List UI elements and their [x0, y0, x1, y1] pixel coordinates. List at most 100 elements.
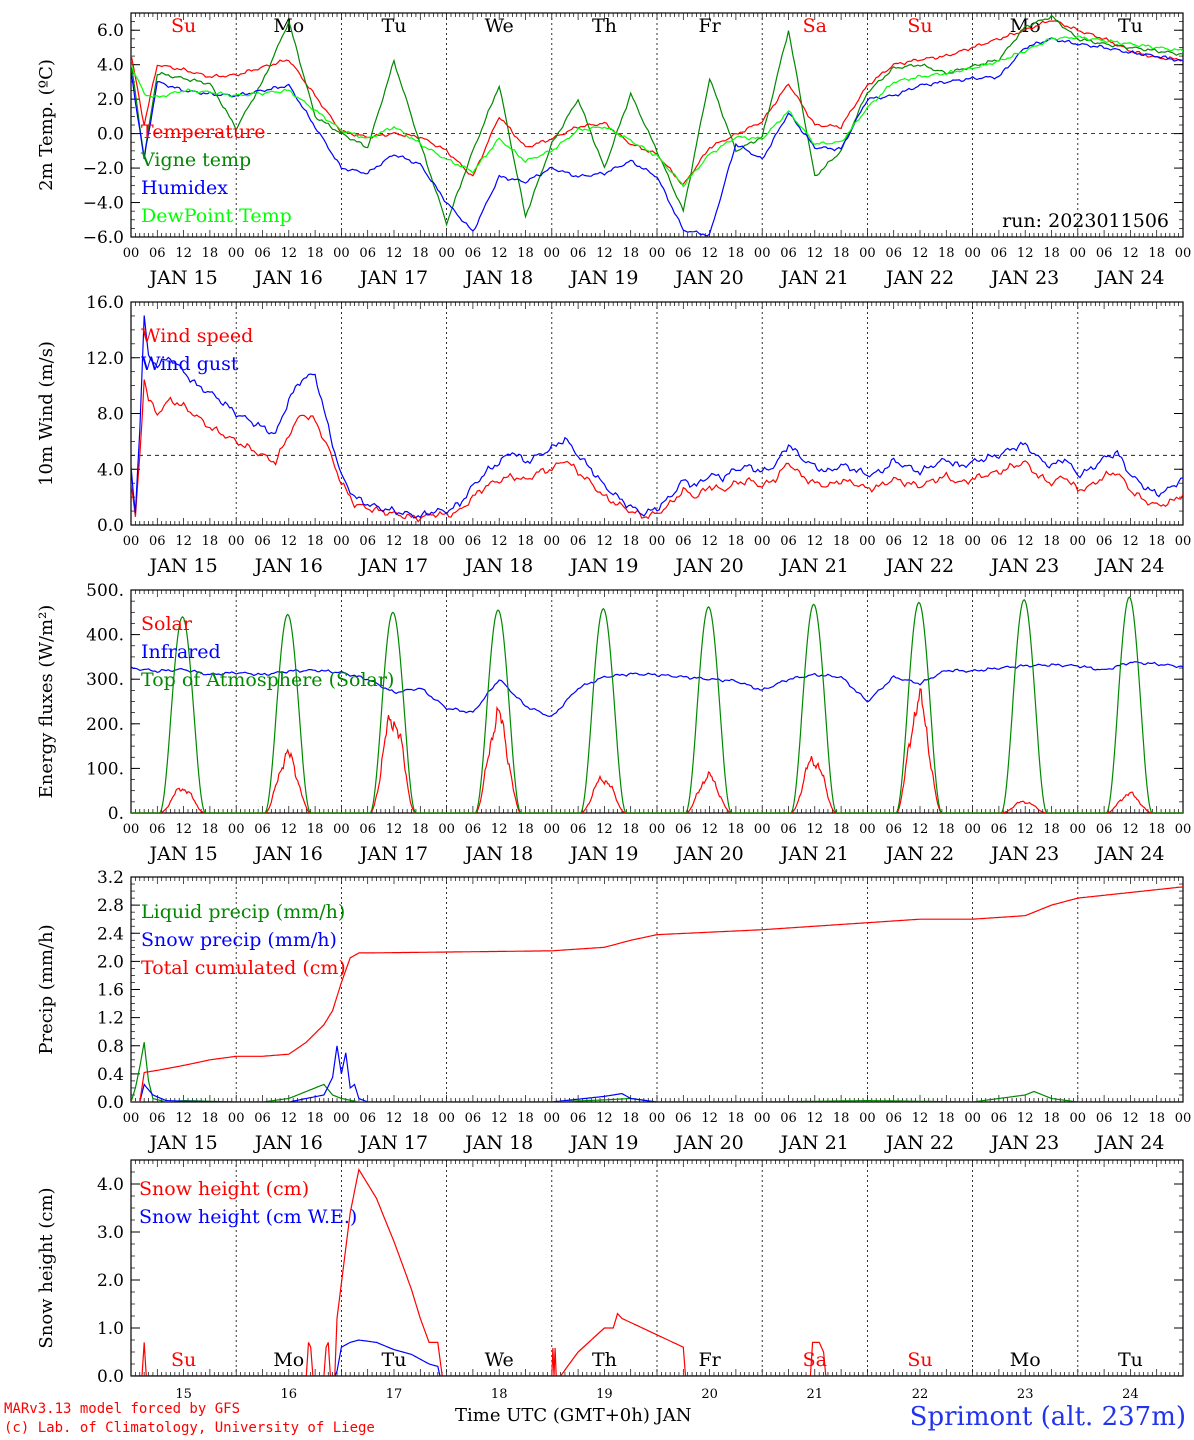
hour-tick-label: 00: [438, 1111, 455, 1126]
hour-tick-label: 06: [359, 1111, 376, 1126]
hour-tick-label: 06: [254, 246, 271, 261]
date-label: JAN 21: [779, 1132, 849, 1154]
y-tick-label: 1.2: [97, 1009, 124, 1029]
y-axis-label: 2m Temp. (ºC): [36, 59, 57, 191]
y-tick-label: 16.0: [86, 293, 124, 313]
hour-tick-label: 06: [1096, 246, 1113, 261]
hour-tick-label: 18: [412, 246, 429, 261]
hour-tick-label: 00: [964, 822, 981, 837]
day-number-label: 15: [175, 1387, 192, 1402]
hour-tick-label: 06: [465, 534, 482, 549]
date-label: JAN 17: [358, 843, 428, 865]
hour-tick-label: 00: [1175, 1111, 1192, 1126]
date-label: JAN 15: [148, 267, 218, 289]
hour-tick-label: 18: [517, 534, 534, 549]
site-label: Sprimont (alt. 237m): [909, 1402, 1186, 1432]
hour-tick-label: 12: [701, 534, 718, 549]
legend-entry: Humidex: [141, 177, 228, 199]
hour-tick-label: 12: [175, 534, 192, 549]
hour-tick-label: 06: [780, 534, 797, 549]
hour-tick-label: 06: [570, 1111, 587, 1126]
date-label: JAN 19: [568, 555, 638, 577]
weekday-label: Sa: [803, 1349, 827, 1371]
hour-tick-label: 00: [1070, 1111, 1087, 1126]
y-tick-label: 0.: [108, 804, 124, 824]
hour-tick-label: 12: [491, 822, 508, 837]
legend-entry: Solar: [141, 613, 193, 635]
y-tick-label: −6.0: [83, 228, 124, 248]
hour-tick-label: 06: [885, 1111, 902, 1126]
hour-tick-label: 12: [1017, 246, 1034, 261]
date-label: JAN 20: [674, 1132, 744, 1154]
hour-tick-label: 00: [859, 822, 876, 837]
weekday-label: Su: [171, 15, 196, 37]
hour-tick-label: 12: [281, 1111, 298, 1126]
hour-tick-label: 12: [386, 534, 403, 549]
hour-tick-label: 12: [807, 1111, 824, 1126]
hour-tick-label: 18: [202, 246, 219, 261]
hour-tick-label: 06: [359, 822, 376, 837]
hour-tick-label: 12: [807, 246, 824, 261]
y-tick-label: 12.0: [86, 349, 124, 369]
series-line-dewpoint-temp: [131, 35, 1183, 188]
hour-tick-label: 06: [1096, 822, 1113, 837]
y-tick-label: 6.0: [97, 21, 124, 41]
hour-tick-label: 12: [701, 246, 718, 261]
hour-tick-label: 06: [780, 1111, 797, 1126]
y-tick-label: 0.8: [97, 1037, 124, 1057]
hour-tick-label: 00: [438, 534, 455, 549]
hour-tick-label: 06: [675, 534, 692, 549]
y-tick-label: 2.4: [97, 924, 124, 944]
hour-tick-label: 06: [991, 1111, 1008, 1126]
y-tick-label: 0.0: [97, 1093, 124, 1113]
hour-tick-label: 12: [386, 1111, 403, 1126]
date-label: JAN 21: [779, 555, 849, 577]
date-label: JAN 16: [253, 267, 323, 289]
hour-tick-label: 12: [491, 246, 508, 261]
hour-tick-label: 00: [649, 1111, 666, 1126]
series-group: [131, 315, 1183, 523]
hour-tick-label: 18: [833, 534, 850, 549]
hour-tick-label: 18: [833, 246, 850, 261]
hour-tick-label: 06: [254, 822, 271, 837]
hour-tick-label: 12: [701, 822, 718, 837]
date-label: JAN 18: [463, 555, 533, 577]
hour-tick-label: 00: [544, 1111, 561, 1126]
hour-tick-label: 06: [885, 822, 902, 837]
hour-tick-label: 12: [912, 1111, 929, 1126]
hour-tick-label: 06: [780, 822, 797, 837]
hour-tick-label: 12: [491, 534, 508, 549]
legend-entry: Wind speed: [141, 325, 253, 347]
hour-tick-label: 18: [1148, 1111, 1165, 1126]
hour-tick-label: 18: [517, 822, 534, 837]
legend-entry: Wind gust: [141, 353, 239, 375]
y-tick-label: 2.0: [97, 1271, 124, 1291]
legend-entry: Total cumulated (cm): [141, 957, 346, 979]
hour-tick-label: 12: [175, 246, 192, 261]
hour-tick-label: 12: [1122, 246, 1139, 261]
date-label: JAN 24: [1094, 267, 1164, 289]
y-tick-label: 3.0: [97, 1223, 124, 1243]
y-tick-label: 2.8: [97, 896, 124, 916]
date-label: JAN 17: [358, 555, 428, 577]
hour-tick-label: 12: [1122, 1111, 1139, 1126]
legend-entry: Liquid precip (mm/h): [141, 901, 345, 923]
hour-tick-label: 12: [1122, 534, 1139, 549]
day-number-label: 24: [1122, 1387, 1139, 1402]
hour-tick-label: 18: [833, 1111, 850, 1126]
hour-tick-label: 00: [1070, 246, 1087, 261]
series-line-snow-height-cm-: [131, 1167, 1183, 1376]
date-label: JAN 24: [1094, 1132, 1164, 1154]
hour-tick-label: 06: [991, 822, 1008, 837]
hour-tick-label: 12: [1017, 1111, 1034, 1126]
weekday-label: Tu: [1118, 1349, 1143, 1371]
legend-entry: Vigne temp: [140, 149, 251, 171]
day-number-label: 23: [1017, 1387, 1034, 1402]
y-tick-label: 2.0: [97, 952, 124, 972]
date-label: JAN 19: [568, 1132, 638, 1154]
hour-tick-label: 18: [307, 1111, 324, 1126]
weekday-label: Fr: [698, 1349, 721, 1371]
series-line-top-of-atmosphere-solar-: [131, 596, 1183, 813]
day-number-label: 19: [596, 1387, 613, 1402]
